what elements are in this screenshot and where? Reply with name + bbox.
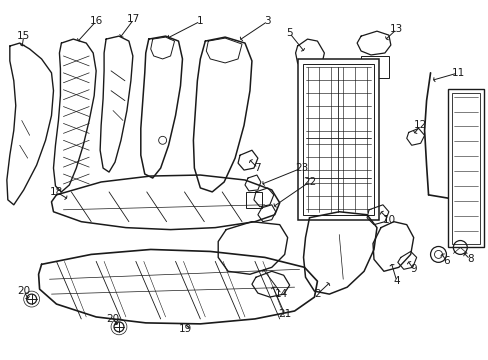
Text: 9: 9: [409, 264, 416, 274]
Text: 12: 12: [413, 121, 427, 130]
Polygon shape: [251, 271, 289, 297]
Text: 19: 19: [179, 324, 192, 334]
Polygon shape: [303, 212, 376, 294]
Text: 5: 5: [286, 28, 292, 38]
Polygon shape: [7, 43, 53, 205]
Polygon shape: [397, 251, 416, 269]
Text: 17: 17: [127, 14, 140, 24]
Bar: [302, 64, 373, 215]
Text: 23: 23: [294, 163, 307, 173]
Bar: [447, 89, 483, 247]
Text: 11: 11: [451, 68, 464, 78]
Polygon shape: [51, 175, 279, 230]
Polygon shape: [100, 36, 133, 172]
Text: 18: 18: [50, 187, 63, 197]
Text: 15: 15: [17, 31, 30, 41]
Polygon shape: [53, 39, 96, 192]
Polygon shape: [356, 31, 390, 55]
Text: 10: 10: [382, 215, 395, 225]
Polygon shape: [193, 37, 251, 192]
Bar: [360, 56, 388, 78]
Text: 20: 20: [106, 314, 120, 324]
Polygon shape: [366, 205, 388, 225]
Text: 3: 3: [264, 16, 270, 26]
Text: 8: 8: [466, 255, 472, 264]
Polygon shape: [406, 129, 424, 145]
Polygon shape: [372, 222, 413, 271]
Bar: [297, 59, 378, 220]
Text: 14: 14: [275, 289, 288, 299]
Text: 22: 22: [302, 177, 315, 187]
Polygon shape: [141, 36, 182, 178]
Text: 21: 21: [278, 309, 291, 319]
Bar: [451, 93, 479, 243]
Polygon shape: [238, 150, 257, 170]
Text: 13: 13: [389, 24, 403, 34]
Text: 7: 7: [254, 163, 261, 173]
Polygon shape: [39, 249, 317, 324]
Polygon shape: [218, 222, 287, 274]
Polygon shape: [257, 205, 275, 222]
Polygon shape: [253, 188, 273, 207]
Bar: [245, 192, 262, 208]
Polygon shape: [295, 39, 324, 74]
Text: 6: 6: [442, 256, 449, 266]
Text: 16: 16: [89, 16, 102, 26]
Polygon shape: [206, 38, 242, 63]
Text: 4: 4: [393, 276, 399, 286]
Polygon shape: [150, 37, 174, 59]
Text: 20: 20: [17, 286, 30, 296]
Text: 2: 2: [313, 289, 320, 299]
Text: 1: 1: [197, 16, 203, 26]
